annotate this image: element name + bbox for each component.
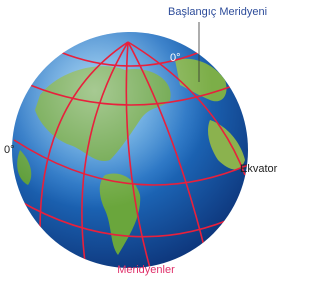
zero-left-label: 0° xyxy=(4,144,15,156)
equator-label: Ekvator xyxy=(240,163,278,175)
globe-shine xyxy=(12,32,248,268)
prime-meridian-label: Başlangıç Meridyeni xyxy=(168,6,267,18)
globe-diagram: Başlangıç Meridyeni 0° 0° Ekvator Meridy… xyxy=(0,0,279,287)
meridians-label: Meridyenler xyxy=(117,264,175,276)
zero-top-label: 0° xyxy=(170,52,181,64)
page: {"labels": {"prime_meridian": "Başlangıç… xyxy=(0,0,279,287)
